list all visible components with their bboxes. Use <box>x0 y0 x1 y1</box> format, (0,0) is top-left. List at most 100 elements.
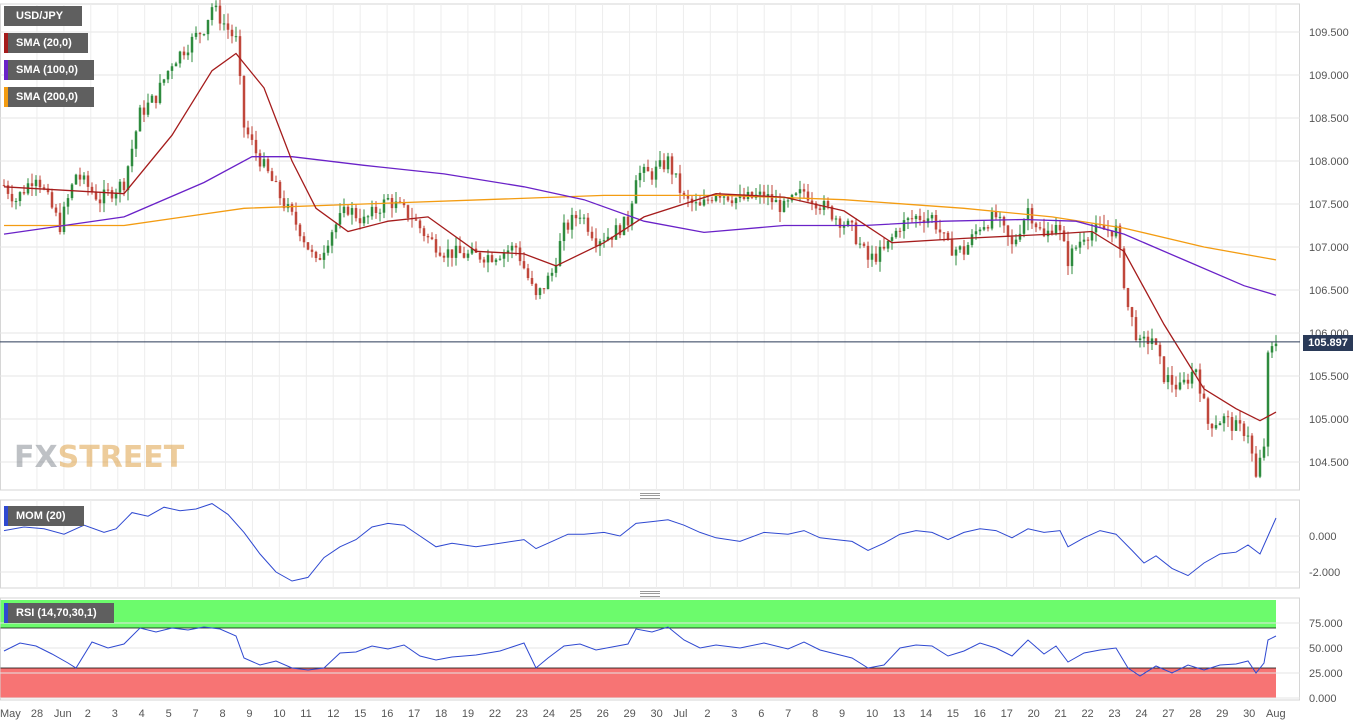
mom-pane-frame <box>0 499 1300 589</box>
candle-body <box>1270 346 1274 353</box>
candle-body <box>514 245 518 248</box>
legend-rsi[interactable]: RSI (14,70,30,1) <box>4 603 114 623</box>
candle-body <box>94 191 98 200</box>
sma200-line <box>4 194 1277 261</box>
candle-body <box>482 259 486 263</box>
candle-body <box>1062 230 1066 242</box>
candle-body <box>726 196 730 201</box>
candle-body <box>542 288 546 290</box>
candle-body <box>774 199 778 203</box>
legend-sma100[interactable]: SMA (100,0) <box>4 60 94 80</box>
candle-body <box>214 5 218 8</box>
candle-body <box>1234 420 1238 431</box>
legend-sma200[interactable]: SMA (200,0) <box>4 87 94 107</box>
candle-body <box>354 208 358 219</box>
x-tick-label: Jun <box>54 708 72 720</box>
x-tick-label: Aug <box>1266 708 1286 720</box>
candle-body <box>902 220 906 232</box>
x-tick-label: 24 <box>1135 708 1147 720</box>
candle-body <box>678 173 682 193</box>
candle-body <box>402 202 406 206</box>
candle-body <box>598 241 602 247</box>
legend-rsi-swatch <box>4 603 8 623</box>
candle-body <box>262 159 266 167</box>
candle-body <box>2 185 6 187</box>
price-tick-label: 106.500 <box>1309 285 1349 297</box>
candle-body <box>466 253 470 258</box>
candle-body <box>1006 225 1010 237</box>
candle-body <box>290 204 294 212</box>
candle-body <box>606 236 610 241</box>
candle-body <box>590 231 594 239</box>
price-tick-label: 109.500 <box>1309 27 1349 39</box>
candle-body <box>566 222 570 230</box>
candle-body <box>1158 344 1162 357</box>
candle-body <box>78 174 82 180</box>
candle-body <box>142 107 146 115</box>
x-tick-label: 23 <box>516 708 528 720</box>
x-tick-label: 16 <box>974 708 986 720</box>
candle-body <box>106 189 110 191</box>
candle-body <box>798 189 802 194</box>
candle-body <box>74 174 78 185</box>
candle-body <box>1170 375 1174 385</box>
candle-body <box>134 131 138 149</box>
legend-mom[interactable]: MOM (20) <box>4 506 84 526</box>
candle-body <box>1206 398 1210 424</box>
rsi-tick-label: 50.000 <box>1309 643 1343 655</box>
candle-body <box>910 218 914 220</box>
candle-body <box>130 148 134 167</box>
candle-body <box>150 95 154 103</box>
candle-body <box>654 166 658 180</box>
candle-body <box>1102 225 1106 230</box>
candle-body <box>10 193 14 202</box>
candle-body <box>778 199 782 212</box>
candle-body <box>1214 425 1218 429</box>
candle-body <box>698 202 702 206</box>
candle-body <box>110 190 114 199</box>
candle-body <box>1258 457 1262 477</box>
pane-resize-handle-mom[interactable] <box>640 493 660 499</box>
candle-body <box>922 220 926 224</box>
candle-body <box>486 255 490 263</box>
candle-body <box>258 153 262 167</box>
x-tick-label: 20 <box>1028 708 1040 720</box>
candle-body <box>974 231 978 235</box>
candle-body <box>1274 343 1278 347</box>
legend-pair[interactable]: USD/JPY <box>4 6 82 26</box>
candle-body <box>966 245 970 255</box>
candle-body <box>1034 223 1038 228</box>
candle-body <box>962 246 966 255</box>
candle-body <box>838 218 842 228</box>
candle-body <box>122 181 126 191</box>
sma100-line <box>3 156 1277 296</box>
legend-sma100-swatch <box>4 60 8 80</box>
candle-body <box>46 188 50 193</box>
candle-body <box>442 255 446 258</box>
x-tick-label: 13 <box>893 708 905 720</box>
candle-body <box>450 249 454 258</box>
pane-resize-handle-rsi[interactable] <box>640 591 660 597</box>
legend-sma20[interactable]: SMA (20,0) <box>4 33 88 53</box>
candle-body <box>470 248 474 254</box>
candle-body <box>434 239 438 253</box>
candle-body <box>118 181 122 193</box>
candle-body <box>1114 225 1118 237</box>
x-tick-label: Jul <box>673 708 687 720</box>
candle-body <box>958 246 962 250</box>
legend-rsi-label: RSI (14,70,30,1) <box>16 607 97 619</box>
candle-body <box>618 225 622 236</box>
candle-body <box>1050 230 1054 235</box>
candle-body <box>86 175 90 187</box>
candle-body <box>534 283 538 296</box>
price-tick-label: 104.500 <box>1309 457 1349 469</box>
price-tick-label: 105.500 <box>1309 371 1349 383</box>
candle-body <box>1162 356 1166 383</box>
candle-body <box>38 179 42 188</box>
candle-body <box>882 246 886 249</box>
candle-body <box>866 245 870 260</box>
candle-body <box>978 229 982 232</box>
candle-body <box>238 36 242 77</box>
candle-body <box>426 235 430 238</box>
